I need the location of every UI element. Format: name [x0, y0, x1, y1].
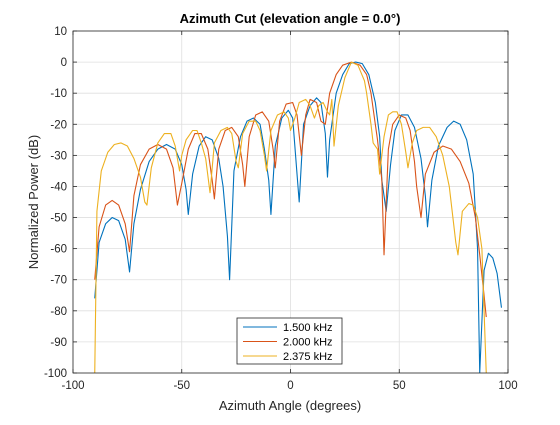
y-tick-label: -50	[50, 213, 67, 225]
x-tick-label: 100	[498, 380, 517, 392]
legend-label-2: 2.000 kHz	[283, 337, 333, 349]
y-tick-label: -60	[50, 244, 67, 256]
series-lines	[94, 61, 503, 373]
legend-label-3: 2.375 kHz	[283, 351, 333, 363]
y-tick-label: -90	[50, 337, 67, 349]
y-tick-label: 10	[54, 26, 67, 38]
series-line-3	[94, 61, 487, 373]
x-tick-label: 50	[393, 380, 406, 392]
y-tick-label: -10	[50, 88, 67, 100]
y-tick-label: -100	[44, 368, 67, 380]
x-tick-label: -100	[61, 380, 84, 392]
y-tick-label: -30	[50, 150, 67, 162]
y-tick-label: 0	[61, 57, 67, 69]
y-tick-label: -20	[50, 119, 67, 131]
chart-title: Azimuth Cut (elevation angle = 0.0°)	[180, 11, 401, 26]
x-axis-label: Azimuth Angle (degrees)	[219, 398, 361, 413]
series-line-2	[94, 61, 487, 318]
series-line-1	[94, 61, 503, 373]
y-axis-label: Normalized Power (dB)	[26, 135, 41, 269]
x-tick-label: 0	[287, 380, 293, 392]
axis-ticks: -100 -50 0 50 100100-10-20-30-40-50-60-70-80…	[44, 26, 518, 392]
x-tick-label: -50	[173, 380, 190, 392]
legend: 1.500 kHz 2.000 kHz 2.375 kHz	[236, 317, 343, 365]
legend-label-1: 1.500 kHz	[283, 322, 333, 334]
y-tick-label: -40	[50, 181, 67, 193]
y-tick-label: -70	[50, 275, 67, 287]
y-tick-label: -80	[50, 306, 67, 318]
